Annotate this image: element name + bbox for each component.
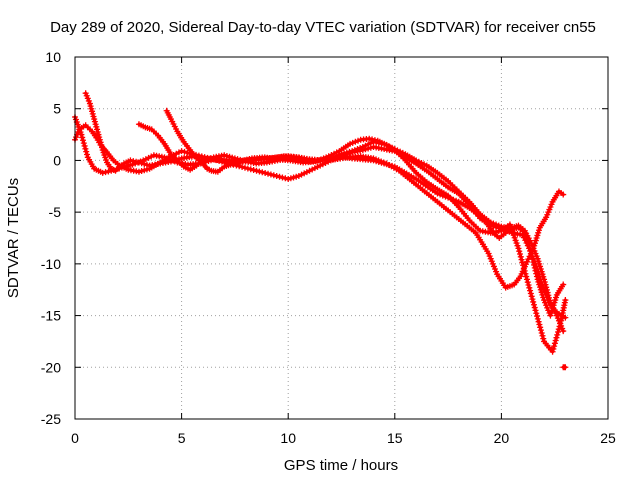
x-tick-label: 5 [178,430,186,446]
axis-ticks [74,56,609,420]
y-axis-label: SDTVAR / TECUs [5,178,22,298]
chart-title: Day 289 of 2020, Sidereal Day-to-day VTE… [50,19,596,36]
y-tick-label: -10 [41,256,61,272]
x-axis-label: GPS time / hours [284,457,398,474]
data-series [72,90,569,371]
grid-lines [75,57,608,419]
series-track-b [82,90,567,291]
y-tick-label: -25 [41,411,61,427]
tick-labels: 0 5 10 15 20 25 10 5 0 -5 -10 -15 -20 -25 [41,49,616,446]
y-tick-label: -5 [49,204,62,220]
y-tick-label: 10 [45,49,61,65]
series-track-e [72,122,567,335]
y-tick-label: -20 [41,359,61,375]
x-tick-label: 0 [71,430,79,446]
x-tick-label: 25 [600,430,616,446]
x-tick-label: 10 [280,430,296,446]
x-tick-label: 15 [387,430,403,446]
plot-frame [74,56,609,420]
y-tick-label: 5 [53,101,61,117]
series-markers [72,122,567,335]
y-tick-label: 0 [53,152,61,168]
series-line [73,115,567,354]
segment-late-spur [560,364,569,371]
x-tick-label: 20 [494,430,510,446]
series-markers [82,90,567,291]
y-tick-label: -15 [41,308,61,324]
series-markers [560,364,569,371]
